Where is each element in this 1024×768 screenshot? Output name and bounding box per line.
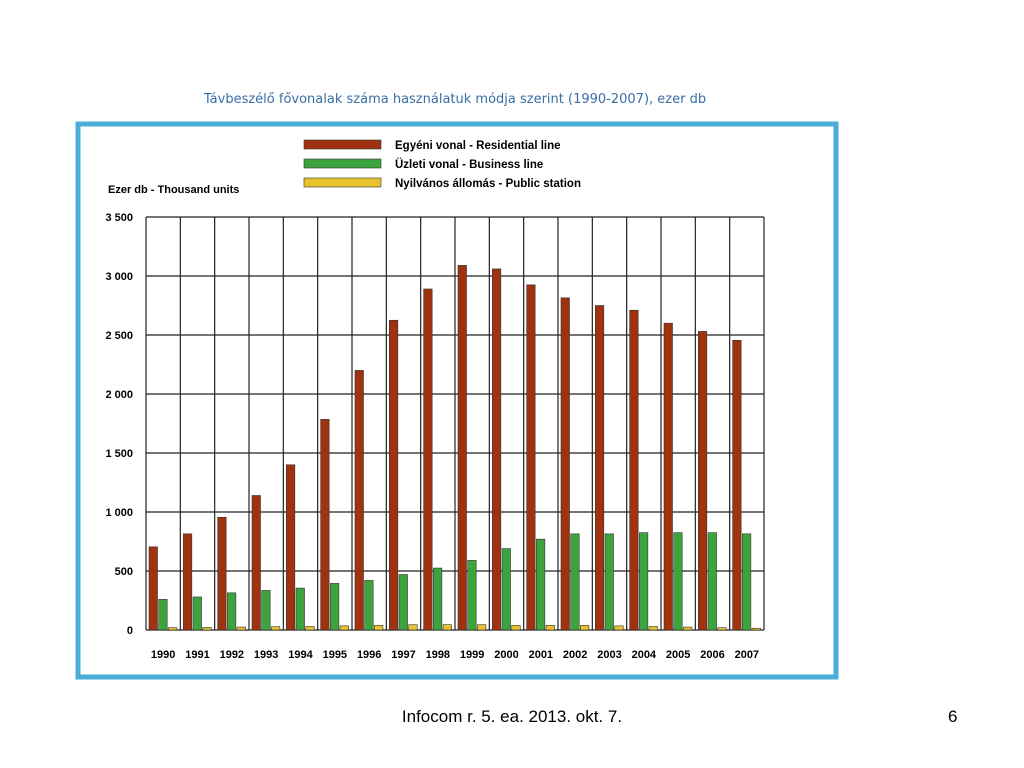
bar-public-1995 (339, 625, 349, 631)
bar-business-1999 (467, 560, 477, 631)
bar-residential-2006 (698, 331, 708, 631)
bar-business-2003 (604, 533, 614, 631)
bar-public-1994 (305, 626, 315, 631)
x-tick-label: 1994 (288, 649, 313, 661)
y-tick-label: 3 500 (105, 212, 133, 224)
x-tick-label: 2005 (666, 649, 690, 661)
bar-public-1998 (442, 624, 452, 631)
y-tick-label: 3 000 (105, 271, 133, 283)
bar-public-2000 (511, 624, 521, 631)
bar-business-1990 (158, 599, 168, 631)
bars (148, 265, 761, 631)
x-tick-label: 1995 (323, 649, 347, 661)
legend-label: Üzleti vonal - Business line (395, 158, 543, 171)
bar-residential-1996 (354, 370, 364, 631)
bar-residential-1991 (183, 533, 193, 631)
bar-residential-2001 (526, 284, 536, 631)
x-tick-label: 2002 (563, 649, 587, 661)
bar-business-2007 (742, 533, 752, 631)
bar-public-1996 (374, 624, 384, 631)
y-tick-label: 500 (115, 566, 133, 578)
bar-business-2006 (707, 532, 717, 631)
bar-public-2004 (648, 626, 658, 631)
x-tick-label: 1992 (220, 649, 244, 661)
bar-residential-1999 (457, 265, 467, 631)
x-tick-label: 1997 (391, 649, 415, 661)
bar-public-1993 (271, 626, 281, 631)
bar-business-1994 (295, 587, 305, 631)
bar-business-2004 (639, 532, 649, 631)
legend-swatch (303, 158, 382, 169)
bar-business-1993 (261, 590, 271, 631)
bar-business-1996 (364, 580, 374, 631)
y-tick-label: 2 500 (105, 330, 133, 342)
bar-public-1997 (408, 624, 418, 631)
legend-swatch (303, 177, 382, 188)
x-tick-label: 2007 (735, 649, 759, 661)
y-axis-label: Ezer db - Thousand units (108, 184, 239, 196)
bar-business-2005 (673, 532, 683, 631)
legend-label: Nyilvános állomás - Public station (395, 178, 581, 190)
legend-swatch (303, 139, 382, 150)
bar-business-2002 (570, 533, 580, 631)
bar-residential-2004 (629, 309, 639, 631)
chart-figure: Egyéni vonal - Residential line Üzleti vo… (75, 121, 839, 680)
bar-public-1992 (236, 626, 246, 631)
x-tick-label: 2006 (700, 649, 724, 661)
bar-public-2006 (717, 627, 727, 631)
bar-residential-2005 (663, 322, 673, 631)
grid (145, 216, 765, 631)
y-axis-ticks: 0 500 1 000 1 500 2 000 2 500 3 000 3 500 (105, 212, 133, 637)
x-tick-label: 1991 (185, 649, 209, 661)
bar-residential-1997 (389, 319, 399, 631)
legend-label: Egyéni vonal - Residential line (395, 140, 561, 152)
y-tick-label: 1 500 (105, 448, 133, 460)
x-tick-label: 2001 (529, 649, 553, 661)
x-tick-label: 2004 (632, 649, 657, 661)
bar-public-2005 (683, 626, 693, 631)
legend: Egyéni vonal - Residential line Üzleti vo… (303, 139, 581, 190)
bar-residential-1995 (320, 419, 330, 631)
bar-business-1992 (227, 592, 237, 631)
x-tick-label: 1999 (460, 649, 484, 661)
bar-public-1991 (202, 627, 212, 631)
y-tick-label: 2 000 (105, 389, 133, 401)
x-tick-label: 1993 (254, 649, 278, 661)
bar-residential-1998 (423, 288, 433, 631)
bar-residential-2000 (492, 268, 502, 631)
bar-residential-2003 (595, 305, 605, 631)
bar-residential-2007 (732, 340, 742, 631)
bar-business-1995 (330, 583, 340, 631)
bar-business-1991 (192, 596, 202, 631)
bar-residential-2002 (560, 297, 570, 631)
bar-business-2000 (501, 548, 511, 631)
bar-public-1999 (477, 624, 487, 631)
chart-title: Távbeszélő fővonalak száma használatuk m… (203, 92, 707, 107)
footer-text: Infocom r. 5. ea. 2013. okt. 7. (401, 707, 623, 726)
x-tick-label: 1998 (426, 649, 450, 661)
x-tick-label: 2000 (494, 649, 518, 661)
page-number: 6 (948, 707, 958, 726)
bar-public-1990 (168, 627, 178, 631)
y-tick-label: 1 000 (105, 507, 133, 519)
x-tick-label: 1996 (357, 649, 381, 661)
x-tick-label: 1990 (151, 649, 175, 661)
x-axis-ticks: 1990 1991 1992 1993 1994 1995 1996 1997 1998 1999… (151, 649, 759, 661)
bar-business-1997 (398, 574, 408, 631)
y-tick-label: 0 (127, 625, 133, 637)
bar-business-1998 (433, 567, 443, 631)
bar-public-2007 (751, 627, 761, 631)
bar-public-2003 (614, 625, 624, 631)
x-tick-label: 2003 (597, 649, 621, 661)
bar-public-2001 (545, 624, 555, 631)
bar-business-2001 (536, 538, 546, 631)
bar-public-2002 (580, 624, 590, 631)
bar-residential-1994 (286, 464, 296, 631)
bar-residential-1993 (251, 495, 261, 631)
bar-residential-1990 (148, 546, 158, 631)
bar-residential-1992 (217, 517, 227, 631)
